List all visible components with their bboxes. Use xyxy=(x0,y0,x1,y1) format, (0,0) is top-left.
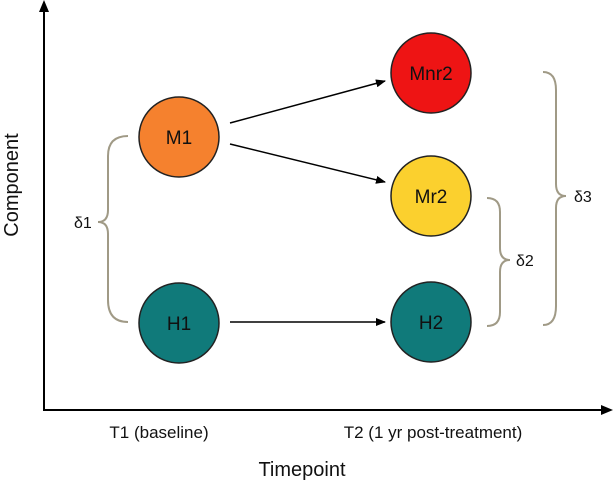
node-mr2-circle xyxy=(390,155,472,237)
y-axis-title: Component xyxy=(1,133,23,237)
node-mnr2: Mnr2 xyxy=(390,32,472,114)
x-axis-arrow-icon xyxy=(601,405,613,415)
node-h1: H1 xyxy=(138,282,220,364)
node-h1-circle xyxy=(138,282,220,364)
x-axis-title: Timepoint xyxy=(258,459,346,481)
node-h2-circle xyxy=(390,281,472,363)
node-h1-label: H1 xyxy=(167,314,191,335)
node-m1: M1 xyxy=(138,96,220,178)
arrow-m1-mnr2 xyxy=(229,79,386,124)
arrow-m1-mr2 xyxy=(229,143,386,184)
node-h2-label: H2 xyxy=(419,313,443,334)
brace-delta1-label: δ1 xyxy=(74,215,92,232)
brace-delta3 xyxy=(542,71,567,326)
node-mnr2-circle xyxy=(390,32,472,114)
node-mr2: Mr2 xyxy=(390,155,472,237)
x-tick-t1: T1 (baseline) xyxy=(109,423,208,442)
node-h2: H2 xyxy=(390,281,472,363)
node-mnr2-label: Mnr2 xyxy=(409,64,452,85)
brace-delta3-label: δ3 xyxy=(574,189,592,206)
brace-delta2 xyxy=(486,197,511,327)
brace-delta1 xyxy=(97,135,129,323)
y-axis-arrow-icon xyxy=(39,0,49,12)
node-m1-label: M1 xyxy=(166,128,192,149)
node-m1-circle xyxy=(138,96,220,178)
node-mr2-label: Mr2 xyxy=(415,187,448,208)
x-tick-t2: T2 (1 yr post-treatment) xyxy=(344,423,523,442)
brace-delta2-label: δ2 xyxy=(516,253,534,270)
